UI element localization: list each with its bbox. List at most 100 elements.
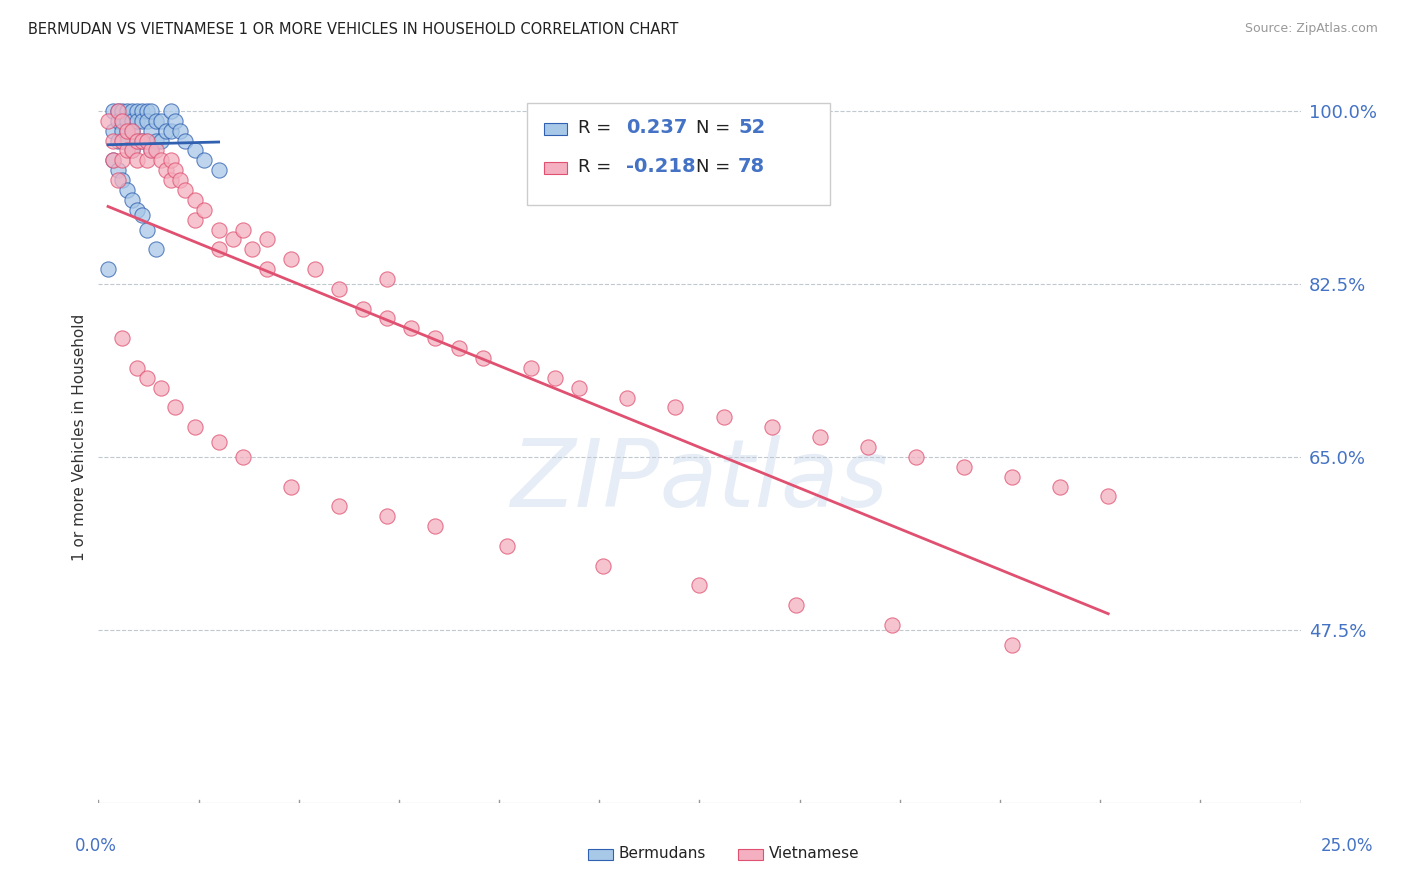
Point [101, 123, 124, 137]
Point [145, 144, 167, 158]
Point [1001, 638, 1024, 652]
Point [183, 193, 205, 207]
Point [375, 509, 398, 524]
Point [159, 123, 181, 137]
Point [107, 134, 129, 148]
Point [125, 153, 148, 168]
Point [159, 173, 181, 187]
Point [785, 598, 807, 612]
Point [101, 103, 124, 118]
Point [111, 103, 134, 118]
Point [111, 123, 134, 137]
Point [256, 262, 278, 277]
Point [121, 103, 143, 118]
Point [117, 144, 139, 158]
Point [135, 222, 157, 236]
Point [107, 103, 129, 118]
Point [169, 173, 191, 187]
Point [375, 311, 398, 326]
Point [149, 153, 172, 168]
Point [713, 410, 735, 425]
Point [193, 153, 215, 168]
Point [880, 618, 903, 632]
Point [111, 331, 134, 345]
Point [141, 123, 163, 137]
Text: -0.218: -0.218 [626, 157, 696, 177]
Point [131, 208, 153, 222]
Point [131, 113, 153, 128]
Point [183, 420, 205, 434]
Point [141, 144, 163, 158]
Point [193, 202, 215, 217]
Point [399, 321, 422, 335]
Point [145, 134, 167, 148]
Point [121, 144, 143, 158]
Point [375, 272, 398, 286]
Point [447, 341, 470, 355]
Point [352, 301, 374, 316]
Point [208, 222, 231, 236]
Point [155, 163, 177, 178]
Point [664, 401, 686, 415]
Text: N =: N = [696, 158, 735, 176]
Point [141, 144, 163, 158]
Point [135, 103, 157, 118]
Text: 0.237: 0.237 [626, 118, 688, 137]
Point [568, 381, 591, 395]
Text: R =: R = [578, 119, 617, 136]
Point [135, 371, 157, 385]
Point [117, 103, 139, 118]
Point [135, 113, 157, 128]
Point [496, 539, 519, 553]
Point [159, 103, 181, 118]
Point [121, 144, 143, 158]
Point [1001, 469, 1024, 483]
Text: R =: R = [578, 158, 617, 176]
Text: 78: 78 [738, 157, 765, 177]
Point [183, 212, 205, 227]
Point [159, 153, 181, 168]
Point [111, 113, 134, 128]
Point [145, 113, 167, 128]
Point [117, 123, 139, 137]
Point [111, 153, 134, 168]
Text: 0.0%: 0.0% [75, 837, 117, 855]
Point [107, 103, 129, 118]
Point [222, 232, 245, 246]
Point [101, 153, 124, 168]
Point [107, 113, 129, 128]
Point [592, 558, 614, 573]
Point [125, 360, 148, 375]
Point [125, 134, 148, 148]
Point [208, 163, 231, 178]
Point [131, 134, 153, 148]
Text: N =: N = [696, 119, 735, 136]
Point [111, 173, 134, 187]
Point [121, 193, 143, 207]
Point [111, 134, 134, 148]
Point [256, 232, 278, 246]
Point [232, 222, 254, 236]
Point [174, 183, 197, 197]
Point [232, 450, 254, 464]
Point [304, 262, 326, 277]
Y-axis label: 1 or more Vehicles in Household: 1 or more Vehicles in Household [72, 313, 87, 561]
Point [856, 440, 879, 454]
Point [135, 134, 157, 148]
Point [117, 134, 139, 148]
Point [328, 282, 350, 296]
Point [1049, 479, 1071, 493]
Point [280, 479, 302, 493]
Point [808, 430, 831, 444]
Point [107, 173, 129, 187]
Point [165, 113, 187, 128]
Point [135, 134, 157, 148]
Point [520, 360, 543, 375]
Point [953, 459, 976, 474]
Point [107, 163, 129, 178]
Point [145, 242, 167, 256]
Point [472, 351, 495, 365]
Point [544, 371, 567, 385]
Text: BERMUDAN VS VIETNAMESE 1 OR MORE VEHICLES IN HOUSEHOLD CORRELATION CHART: BERMUDAN VS VIETNAMESE 1 OR MORE VEHICLE… [28, 22, 679, 37]
Point [149, 134, 172, 148]
